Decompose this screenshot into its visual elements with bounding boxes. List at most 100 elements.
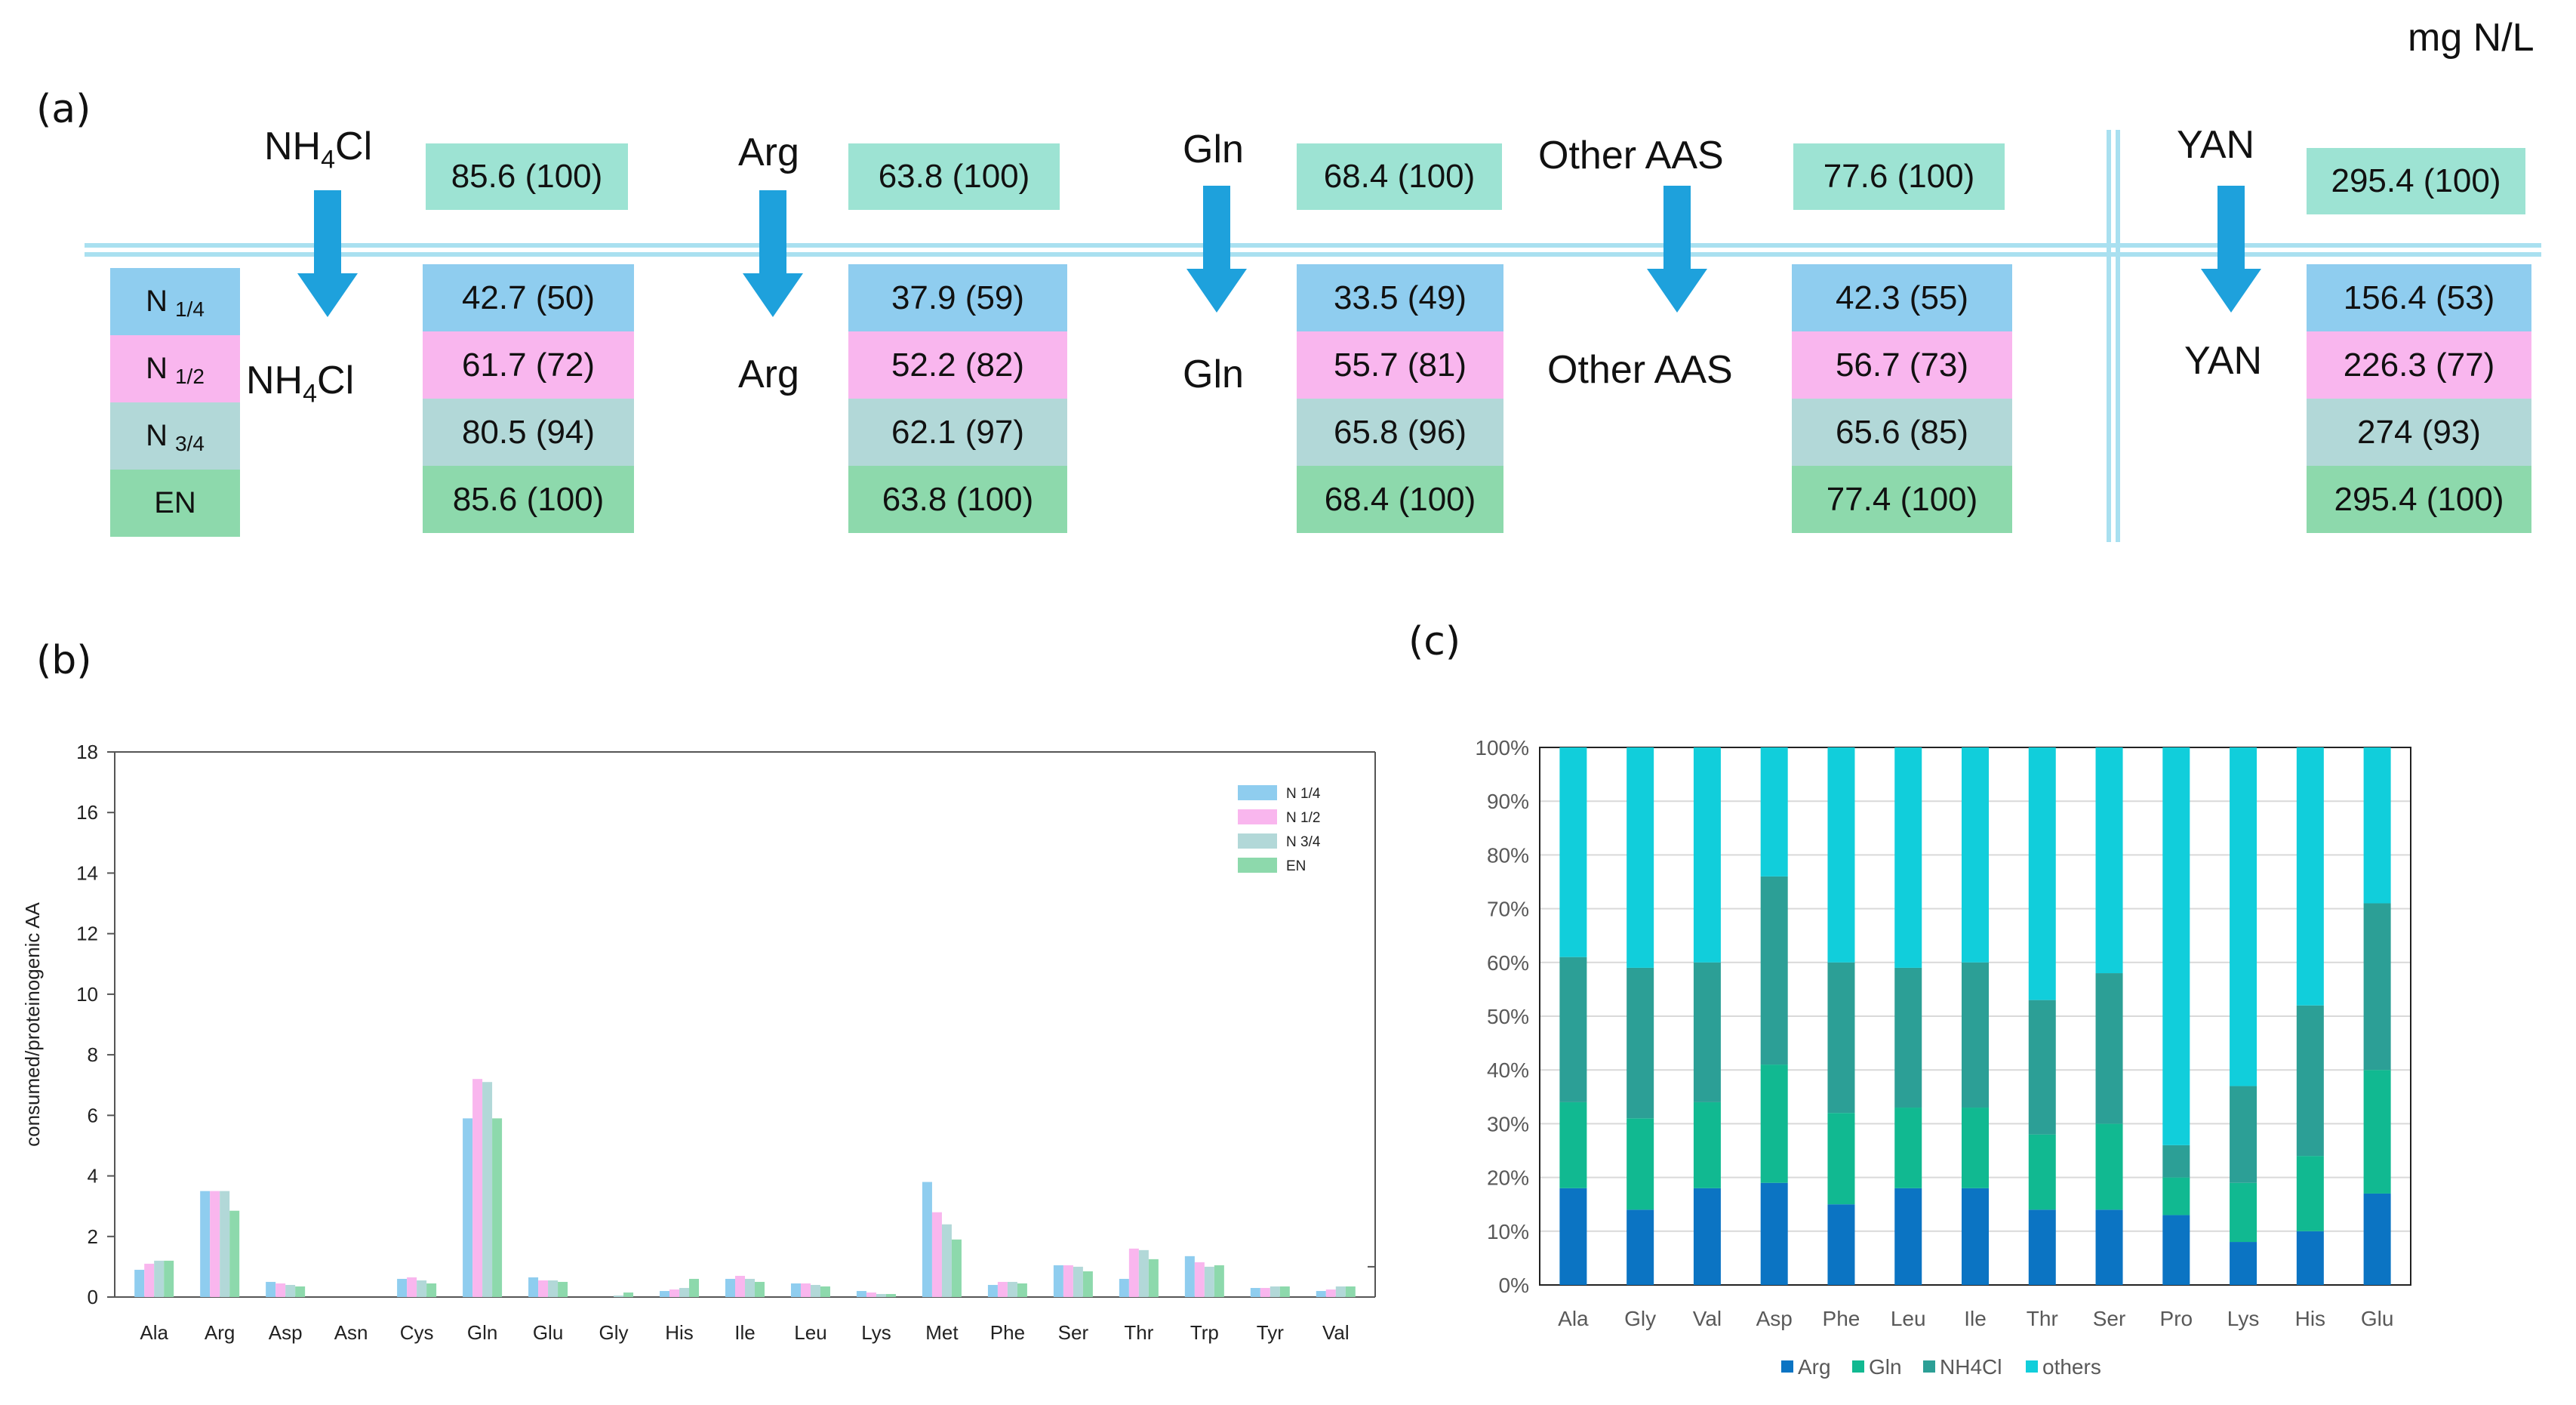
bar-trp-2 [1204, 1266, 1214, 1297]
value-n14: 42.7 (50) [423, 264, 634, 331]
stack-phe-nh4cl [1827, 962, 1855, 1114]
source-name-bottom: Arg [738, 355, 799, 394]
y-tick-label: 80% [1487, 843, 1529, 867]
bar-leu-3 [820, 1286, 830, 1297]
bar-val-1 [1325, 1289, 1336, 1297]
stack-asp-nh4cl [1760, 876, 1788, 1065]
y-tick-label: 10 [76, 983, 98, 1006]
n-label-1-4: N 1/4 [110, 268, 240, 335]
x-tick-label: Ile [734, 1321, 755, 1344]
stack-val-gln [1693, 1102, 1721, 1188]
stack-val-others [1693, 747, 1721, 963]
stack-leu-gln [1894, 1108, 1922, 1188]
legend-label: NH4Cl [1940, 1355, 2002, 1379]
bar-cys-2 [417, 1280, 427, 1297]
down-arrow-icon [1647, 186, 1707, 313]
x-tick-label: Thr [2027, 1307, 2058, 1330]
top-value-box: 68.4 (100) [1297, 143, 1502, 210]
value-n14: 33.5 (49) [1297, 264, 1503, 331]
bar-asp-3 [295, 1286, 306, 1297]
y-tick-label: 2 [88, 1225, 98, 1248]
bar-asp-2 [285, 1284, 296, 1297]
x-tick-label: His [665, 1321, 694, 1344]
x-tick-label: Pro [2160, 1307, 2193, 1330]
x-tick-label: Cys [400, 1321, 434, 1344]
bar-met-2 [941, 1224, 952, 1297]
stack-ser-nh4cl [2095, 973, 2123, 1124]
x-tick-label: Asn [334, 1321, 368, 1344]
source-name-main: Other AAS [1547, 348, 1733, 392]
n-label-main: N [146, 285, 168, 318]
down-arrow-icon [1186, 186, 1247, 313]
x-tick-label: His [2295, 1307, 2325, 1330]
value-n34: 65.6 (85) [1792, 399, 2012, 466]
bar-his-0 [660, 1290, 670, 1297]
bar-ile-0 [725, 1278, 735, 1297]
panel-label-c: (c) [1408, 619, 1461, 664]
bar-lys-2 [876, 1293, 886, 1297]
down-arrow-icon [2201, 186, 2261, 313]
x-tick-label: Tyr [1257, 1321, 1284, 1344]
bar-his-2 [679, 1287, 690, 1297]
source-name-bottom: YAN [2184, 341, 2262, 381]
top-value-box: 85.6 (100) [426, 143, 628, 210]
value-n12: 52.2 (82) [848, 331, 1067, 399]
x-tick-label: Asp [269, 1321, 303, 1344]
legend-label: N 1/4 [1286, 786, 1321, 802]
stack-his-nh4cl [2296, 1005, 2324, 1157]
n-label-sub: 1/2 [174, 364, 205, 388]
value-en: 85.6 (100) [423, 466, 634, 533]
horizontal-rule [85, 243, 2541, 248]
bar-ser-0 [1053, 1265, 1063, 1297]
vertical-rule-2 [2116, 130, 2120, 542]
x-tick-label: Thr [1124, 1321, 1153, 1344]
legend-swatch [1781, 1360, 1793, 1373]
source-name-top: Gln [1183, 130, 1244, 169]
value-n34: 80.5 (94) [423, 399, 634, 466]
stack-gly-nh4cl [1627, 967, 1654, 1119]
stack-asp-arg [1760, 1182, 1788, 1285]
value-n12: 226.3 (77) [2307, 331, 2531, 399]
x-tick-label: Asp [1756, 1307, 1793, 1330]
stack-thr-gln [2028, 1134, 2056, 1210]
source-name-main: Arg [738, 131, 799, 174]
bar-phe-3 [1017, 1283, 1027, 1297]
bar-ile-3 [755, 1281, 765, 1297]
y-tick-label: 30% [1487, 1112, 1529, 1135]
stack-his-others [2296, 747, 2324, 1006]
top-value-box: 77.6 (100) [1793, 143, 2005, 210]
stack-phe-arg [1827, 1204, 1855, 1285]
stack-gly-gln [1627, 1118, 1654, 1210]
legend-swatch [1238, 809, 1277, 824]
bar-glu-0 [528, 1277, 539, 1297]
source-name-tail: Cl [317, 359, 355, 402]
bar-val-0 [1316, 1290, 1326, 1297]
stack-pro-arg [2162, 1215, 2190, 1285]
x-tick-label: Phe [1823, 1307, 1860, 1330]
stack-ser-gln [2095, 1123, 2123, 1210]
legend-swatch [1852, 1360, 1864, 1373]
x-tick-label: Val [1693, 1307, 1722, 1330]
n-label-main: N [146, 419, 168, 452]
legend-swatch [2026, 1360, 2038, 1373]
source-name-main: YAN [2177, 123, 2255, 167]
y-tick-label: 40% [1487, 1058, 1529, 1082]
bar-thr-3 [1148, 1259, 1159, 1297]
source-name-main: NH [246, 359, 303, 402]
bar-ser-2 [1073, 1266, 1083, 1297]
bar-cys-0 [397, 1278, 408, 1297]
y-tick-label: 0 [88, 1286, 98, 1308]
x-tick-label: Ser [1058, 1321, 1089, 1344]
stack-leu-others [1894, 747, 1922, 968]
x-tick-label: Glu [2361, 1307, 2394, 1330]
x-tick-label: Val [1322, 1321, 1350, 1344]
value-en: 295.4 (100) [2307, 466, 2531, 533]
stack-thr-nh4cl [2028, 1000, 2056, 1135]
legend-label: N 3/4 [1286, 834, 1321, 850]
stack-his-gln [2296, 1156, 2324, 1231]
bar-ala-0 [134, 1269, 145, 1297]
bar-gln-3 [492, 1118, 503, 1297]
value-en: 77.4 (100) [1792, 466, 2012, 533]
bar-ala-1 [144, 1263, 155, 1297]
stack-phe-gln [1827, 1113, 1855, 1205]
